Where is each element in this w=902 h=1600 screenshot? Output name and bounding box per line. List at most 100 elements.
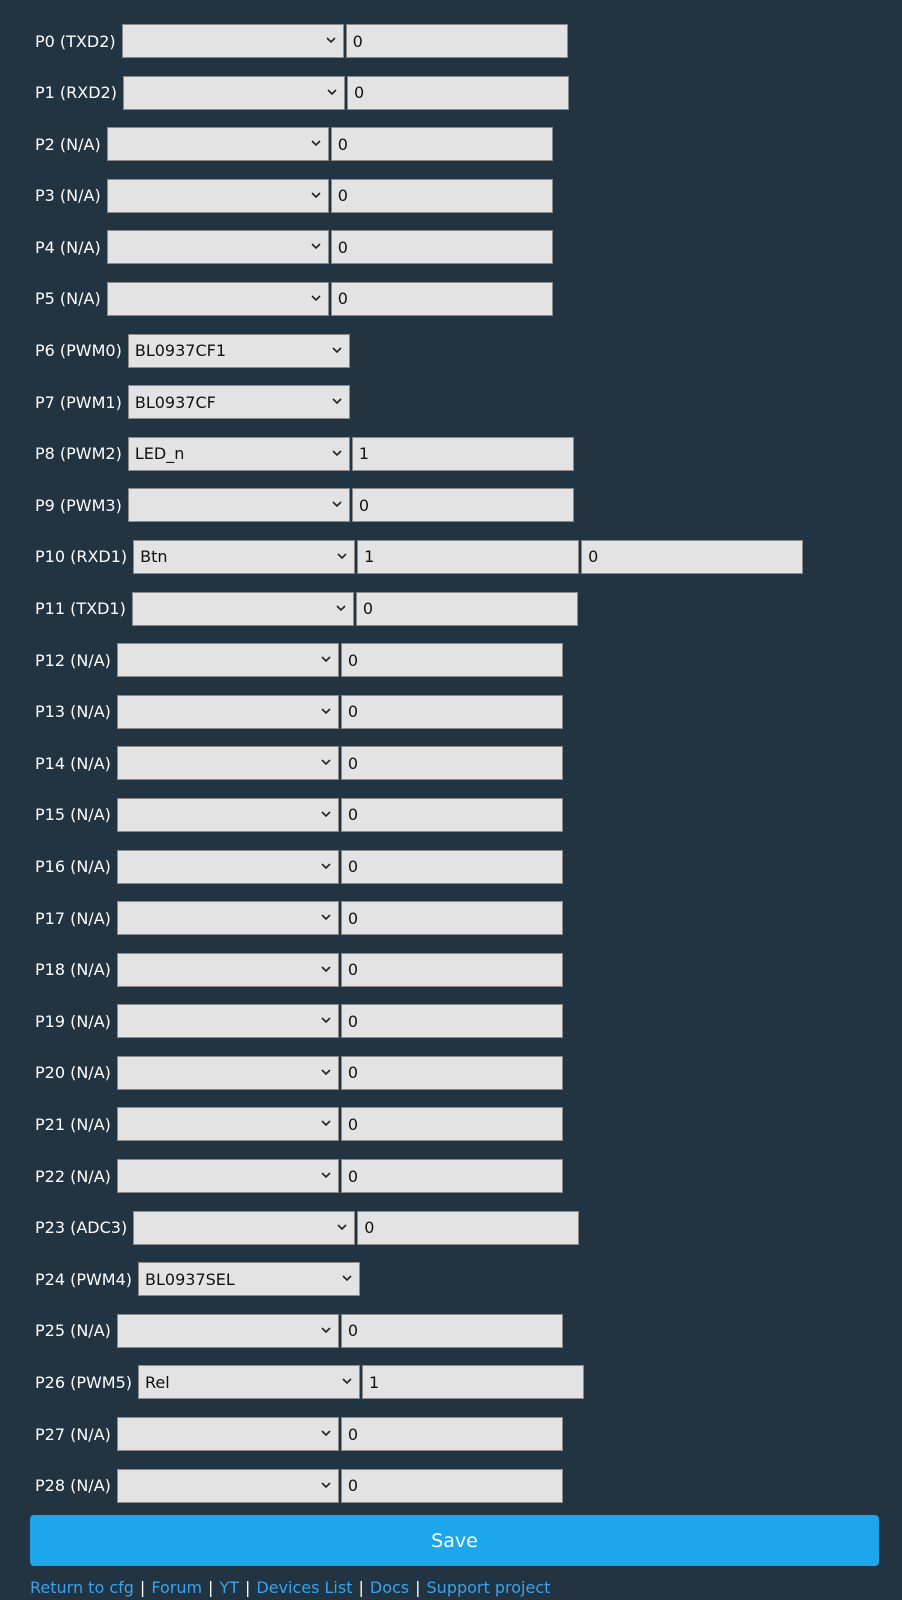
pin-row: P26 (PWM5) Rel 1 xyxy=(35,1365,902,1400)
pin-role-select[interactable] xyxy=(106,127,329,162)
pin-channel2-input[interactable]: 0 xyxy=(581,539,804,574)
chevron-down-icon xyxy=(321,759,331,766)
footer-link[interactable]: Return to cfg xyxy=(30,1578,134,1597)
pin-role-select[interactable] xyxy=(122,75,345,110)
pin-channel-input[interactable]: 1 xyxy=(351,436,574,471)
pin-role-select[interactable] xyxy=(116,1004,339,1039)
pin-row: P12 (N/A) 0 xyxy=(35,643,902,678)
pin-role-select[interactable] xyxy=(127,488,350,523)
chevron-down-icon xyxy=(311,192,321,198)
pin-channel-input[interactable]: 0 xyxy=(355,591,578,626)
pin-role-select[interactable] xyxy=(106,178,329,213)
pin-role-select[interactable] xyxy=(116,1468,339,1503)
chevron-down-icon xyxy=(321,708,331,714)
pin-channel-input[interactable]: 0 xyxy=(357,1210,580,1245)
pin-channel-input[interactable]: 0 xyxy=(340,849,563,884)
pin-role-select[interactable]: BL0937CF xyxy=(127,385,350,420)
pin-role-select[interactable] xyxy=(116,849,339,884)
pin-channel-input[interactable]: 0 xyxy=(340,1313,563,1348)
pin-role-select[interactable]: Btn xyxy=(133,539,356,574)
pin-role-select[interactable]: BL0937SEL xyxy=(138,1262,361,1297)
pin-label: P22 (N/A) xyxy=(35,1166,111,1186)
pin-role-select[interactable]: LED_n xyxy=(127,436,350,471)
pin-role-select[interactable] xyxy=(106,230,329,265)
pin-label: P11 (TXD1) xyxy=(35,599,126,619)
chevron-down-icon xyxy=(342,1378,352,1385)
pin-role-select[interactable] xyxy=(116,901,339,936)
pin-label: P5 (N/A) xyxy=(35,289,101,309)
pin-role-value: BL0937CF xyxy=(134,392,216,412)
pin-channel-input[interactable]: 0 xyxy=(340,1055,563,1090)
pin-row: P14 (N/A) 0 xyxy=(35,746,902,781)
pin-channel-input[interactable]: 0 xyxy=(351,488,574,523)
pin-row: P18 (N/A) 0 xyxy=(35,952,902,987)
pin-label: P1 (RXD2) xyxy=(35,83,117,103)
pin-role-select[interactable] xyxy=(116,694,339,729)
pin-role-select[interactable] xyxy=(116,1313,339,1348)
pin-channel-input[interactable]: 0 xyxy=(346,75,569,110)
pin-role-select[interactable] xyxy=(121,24,344,58)
footer-link[interactable]: Devices List xyxy=(256,1578,353,1597)
chevron-down-icon xyxy=(321,1069,331,1076)
pin-channel-input[interactable]: 0 xyxy=(340,1468,563,1503)
pin-channel-input[interactable]: 0 xyxy=(340,1159,563,1194)
pin-role-select[interactable] xyxy=(116,1107,339,1142)
chevron-down-icon xyxy=(332,450,342,456)
pin-label: P4 (N/A) xyxy=(35,237,101,257)
pin-role-select[interactable] xyxy=(116,797,339,832)
pin-label: P26 (PWM5) xyxy=(35,1372,133,1392)
pin-channel-input[interactable]: 0 xyxy=(330,178,553,213)
pin-row: P25 (N/A) 0 xyxy=(35,1313,902,1348)
footer-separator: | xyxy=(358,1578,364,1597)
pin-channel-input[interactable]: 0 xyxy=(340,1417,563,1452)
pin-role-select[interactable] xyxy=(106,281,329,316)
pin-label: P20 (N/A) xyxy=(35,1063,111,1083)
pin-role-value: Btn xyxy=(140,547,168,567)
pin-label: P12 (N/A) xyxy=(35,650,111,670)
pin-row: P21 (N/A) 0 xyxy=(35,1107,902,1142)
pin-channel-input[interactable]: 0 xyxy=(340,797,563,832)
pin-channel-input[interactable]: 0 xyxy=(340,901,563,936)
save-button[interactable]: Save xyxy=(30,1515,879,1566)
pin-channel-input[interactable]: 0 xyxy=(340,952,563,987)
pin-role-select[interactable] xyxy=(116,1159,339,1194)
pin-role-select[interactable] xyxy=(116,643,339,678)
pin-row: P0 (TXD2) 0 xyxy=(35,24,902,58)
pin-channel-input[interactable]: 1 xyxy=(362,1365,585,1400)
pin-role-value: BL0937CF1 xyxy=(134,341,227,361)
pin-row: P11 (TXD1) 0 xyxy=(35,591,902,626)
pin-channel-input[interactable]: 0 xyxy=(330,281,553,316)
pin-label: P0 (TXD2) xyxy=(35,31,116,51)
chevron-down-icon xyxy=(321,914,331,921)
chevron-down-icon xyxy=(332,398,342,405)
footer-link[interactable]: Docs xyxy=(369,1578,410,1597)
footer-link[interactable]: Forum xyxy=(151,1578,203,1597)
pin-role-select[interactable]: Rel xyxy=(138,1365,361,1400)
pin-role-select[interactable] xyxy=(116,1417,339,1452)
chevron-down-icon xyxy=(321,811,331,818)
pin-channel-input[interactable]: 0 xyxy=(330,127,553,162)
footer-link[interactable]: Support project xyxy=(426,1578,551,1597)
pin-channel-input[interactable]: 1 xyxy=(357,539,580,574)
pin-role-select[interactable] xyxy=(131,591,354,626)
pin-channel-input[interactable]: 0 xyxy=(340,694,563,729)
footer-links: Return to cfg | Forum | YT | Devices List | Docs… xyxy=(30,1578,550,1597)
pin-row: P16 (N/A) 0 xyxy=(35,849,902,884)
pin-role-select[interactable] xyxy=(133,1210,356,1245)
pin-label: P8 (PWM2) xyxy=(35,444,122,464)
pin-role-value: Rel xyxy=(145,1372,170,1392)
chevron-down-icon xyxy=(321,1430,331,1437)
pin-channel-input[interactable]: 0 xyxy=(340,746,563,781)
pin-role-select[interactable]: BL0937CF1 xyxy=(127,333,350,368)
chevron-down-icon xyxy=(321,1017,331,1024)
pin-channel-input[interactable]: 0 xyxy=(340,643,563,678)
footer-link[interactable]: YT xyxy=(219,1578,239,1597)
pin-role-select[interactable] xyxy=(116,1055,339,1090)
pin-channel-input[interactable]: 0 xyxy=(340,1107,563,1142)
pin-channel-input[interactable]: 0 xyxy=(340,1004,563,1039)
pin-channel-input[interactable]: 0 xyxy=(330,230,553,265)
pin-row: P6 (PWM0) BL0937CF1 xyxy=(35,333,902,368)
pin-role-select[interactable] xyxy=(116,746,339,781)
pin-role-select[interactable] xyxy=(116,952,339,987)
pin-channel-input[interactable]: 0 xyxy=(345,24,568,58)
